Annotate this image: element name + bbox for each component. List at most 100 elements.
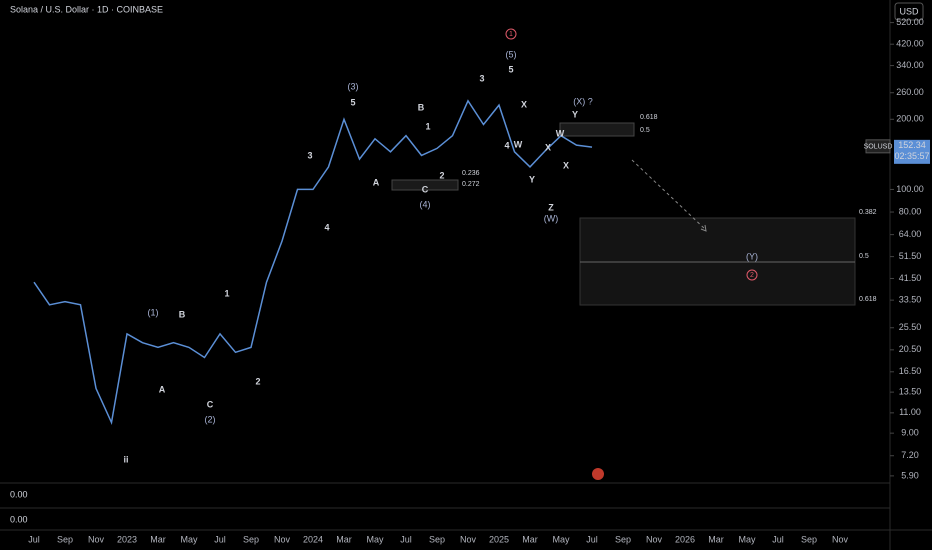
- price-tag: [865, 139, 891, 154]
- x-tick-label: Jul: [400, 534, 412, 544]
- wave-label: (2): [205, 414, 216, 424]
- x-tick-label: Sep: [615, 534, 631, 544]
- fib-label: 0.618: [640, 114, 658, 121]
- currency-box[interactable]: [894, 2, 924, 21]
- x-tick-label: May: [366, 534, 384, 544]
- wave-label: 2: [439, 170, 444, 180]
- pane-value: 0.00: [10, 489, 28, 499]
- y-tick-label: 16.50: [899, 366, 922, 376]
- fib-label: 0.5: [640, 127, 650, 134]
- wave-label: 5: [508, 64, 513, 74]
- wave-label: (1): [148, 307, 159, 317]
- x-tick-label: Nov: [646, 534, 663, 544]
- wave-label: C: [207, 399, 214, 409]
- fib-label: 0.5: [859, 253, 869, 260]
- wave-circle: [505, 28, 517, 40]
- fib-label: 0.236: [462, 170, 480, 177]
- wave-label: 1: [425, 121, 430, 131]
- fib-box: [391, 179, 459, 191]
- wave-label: (X) ?: [573, 96, 593, 106]
- wave-label: (Y): [746, 251, 758, 261]
- symbol-label: SOLUSD: [864, 144, 893, 151]
- wave-label: Y: [529, 174, 535, 184]
- currency[interactable]: USD: [899, 6, 919, 16]
- wave-label: A: [159, 384, 166, 394]
- fib-label: 0.382: [859, 209, 877, 216]
- wave-label: 1: [224, 288, 229, 298]
- wave-label: (3): [348, 81, 359, 91]
- chart-title: Solana / U.S. Dollar · 1D · COINBASE: [10, 4, 163, 14]
- price-box: [894, 139, 930, 164]
- wave-label: 5: [350, 97, 355, 107]
- y-tick-label: 7.20: [901, 450, 919, 460]
- price-line: [33, 99, 593, 426]
- wave-label: Y: [572, 109, 578, 119]
- wave-label: 4: [324, 222, 329, 232]
- wave-label: 3: [479, 73, 484, 83]
- x-tick-label: Sep: [429, 534, 445, 544]
- y-tick-label: 80.00: [899, 206, 922, 216]
- y-tick-label: 20.50: [899, 344, 922, 354]
- wave-label: X: [545, 142, 551, 152]
- projection-arrow: [631, 159, 707, 231]
- wave-label: W: [556, 128, 565, 138]
- x-tick-label: Jul: [214, 534, 226, 544]
- last-price: 152.34: [898, 140, 926, 150]
- wave-label: B: [418, 102, 425, 112]
- x-tick-label: Mar: [708, 534, 724, 544]
- x-tick-label: Mar: [150, 534, 166, 544]
- y-tick-label: 41.50: [899, 273, 922, 283]
- pane-value: 0.00: [10, 514, 28, 524]
- x-tick-label: Mar: [336, 534, 352, 544]
- x-tick-label: Nov: [274, 534, 291, 544]
- wave-label: B: [179, 309, 186, 319]
- y-tick-label: 5.90: [901, 470, 919, 480]
- x-tick-label: 2024: [303, 534, 323, 544]
- event-icon[interactable]: [592, 468, 604, 480]
- y-tick-label: 420.00: [896, 39, 924, 49]
- x-tick-label: Nov: [460, 534, 477, 544]
- x-tick-label: Jul: [586, 534, 598, 544]
- wave-label: A: [373, 177, 380, 187]
- wave-label: Z: [548, 202, 554, 212]
- y-tick-label: 9.00: [901, 428, 919, 438]
- x-tick-label: Mar: [522, 534, 538, 544]
- y-tick-label: 340.00: [896, 60, 924, 70]
- y-tick-label: 51.50: [899, 251, 922, 261]
- wave-label: 2: [255, 376, 260, 386]
- wave-label: 3: [307, 150, 312, 160]
- wave-circle: [746, 269, 758, 281]
- x-tick-label: Nov: [88, 534, 105, 544]
- y-tick-label: 25.50: [899, 322, 922, 332]
- wave-label: X: [563, 160, 569, 170]
- y-tick-label: 33.50: [899, 295, 922, 305]
- wave-label: (W): [544, 213, 559, 223]
- fib-label: 0.618: [859, 296, 877, 303]
- x-tick-label: May: [552, 534, 570, 544]
- y-tick-label: 260.00: [896, 87, 924, 97]
- x-tick-label: Jul: [28, 534, 40, 544]
- fib-box: [559, 122, 635, 137]
- x-tick-label: Nov: [832, 534, 849, 544]
- y-tick-label: 13.50: [899, 386, 922, 396]
- y-tick-label: 100.00: [896, 184, 924, 194]
- countdown: 02:35:57: [894, 151, 929, 161]
- y-tick-label: 520.00: [896, 17, 924, 27]
- x-tick-label: Jul: [772, 534, 784, 544]
- y-tick-label: 64.00: [899, 229, 922, 239]
- x-tick-label: Sep: [57, 534, 73, 544]
- x-tick-label: May: [738, 534, 756, 544]
- arrow-head: [700, 224, 707, 232]
- x-tick-label: Sep: [801, 534, 817, 544]
- wave-label: ii: [123, 454, 128, 464]
- x-tick-label: Sep: [243, 534, 259, 544]
- wave-label: 1: [509, 31, 513, 38]
- x-tick-label: 2023: [117, 534, 137, 544]
- wave-label: (4): [420, 199, 431, 209]
- wave-label: C: [422, 184, 429, 194]
- wave-label: X: [521, 99, 527, 109]
- x-tick-label: 2025: [489, 534, 509, 544]
- y-tick-label: 200.00: [896, 114, 924, 124]
- wave-label: 2: [750, 272, 754, 279]
